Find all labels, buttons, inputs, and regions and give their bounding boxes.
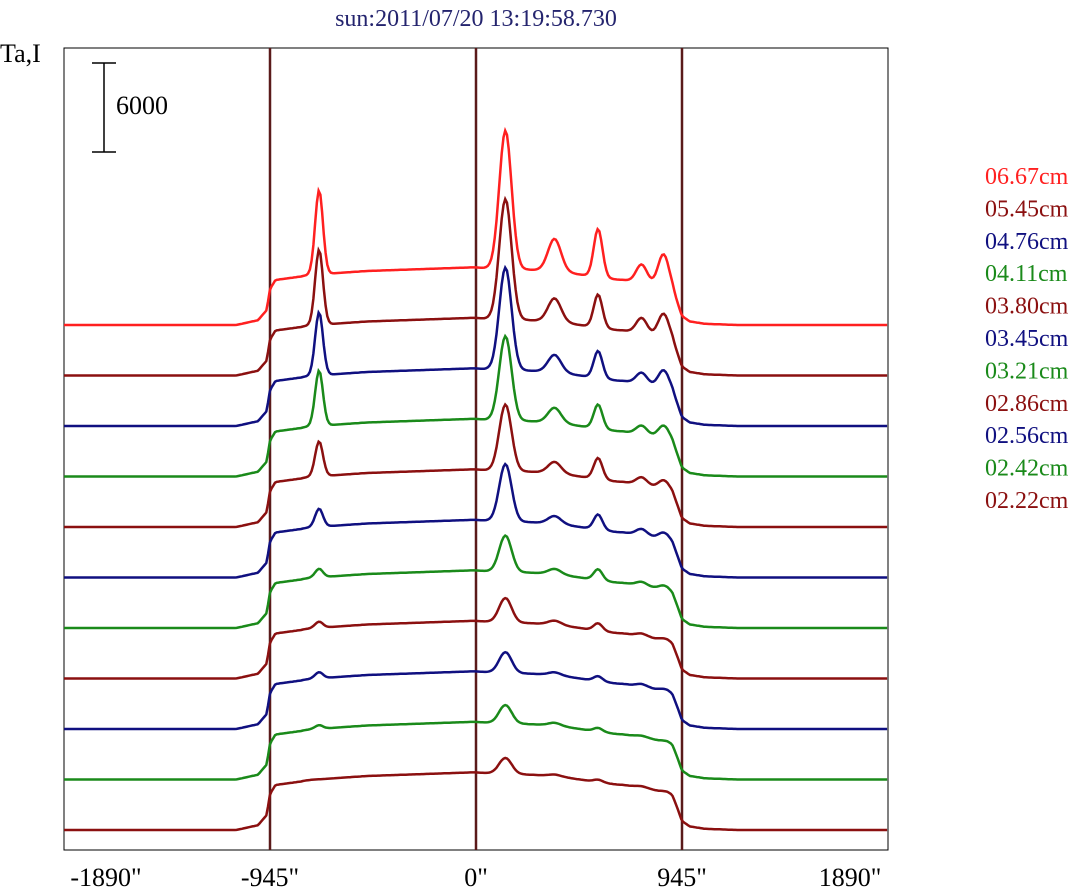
series-group <box>64 126 888 832</box>
legend-item: 04.11cm <box>985 261 1068 287</box>
reference-lines <box>268 48 684 850</box>
x-tick-label: 0" <box>464 863 488 892</box>
series-line-04.11cm <box>64 333 888 478</box>
x-tick-label: 1890" <box>819 863 882 892</box>
legend-item: 02.42cm <box>985 456 1069 482</box>
scale-bar-label: 6000 <box>116 91 168 120</box>
series-line-03.80cm <box>64 402 888 529</box>
legend-item: 02.86cm <box>985 391 1069 417</box>
legend: 06.67cm 05.45cm 04.76cm 04.11cm 03.80cm 03.45… <box>985 164 1069 514</box>
series-line-05.45cm <box>64 195 888 377</box>
legend-item: 06.67cm <box>985 164 1069 190</box>
legend-item: 05.45cm <box>985 196 1069 222</box>
legend-item: 03.45cm <box>985 326 1069 352</box>
x-tick-label: 945" <box>657 863 707 892</box>
legend-item: 03.21cm <box>985 358 1069 384</box>
legend-item: 02.22cm <box>985 488 1069 514</box>
legend-item: 04.76cm <box>985 229 1069 255</box>
series-line-02.22cm <box>64 756 888 832</box>
chart-title: sun:2011/07/20 13:19:58.730 <box>335 6 617 32</box>
scale-bar: 6000 <box>92 62 168 153</box>
series-line-03.45cm <box>64 462 888 579</box>
y-axis-label: Ta,I <box>0 39 41 68</box>
legend-item: 03.80cm <box>985 294 1069 320</box>
x-tick-label: -1890" <box>70 863 141 892</box>
series-line-06.67cm <box>64 126 888 327</box>
series-line-04.76cm <box>64 264 888 428</box>
series-line-03.21cm <box>64 534 888 630</box>
x-tick-label: -945" <box>241 863 299 892</box>
series-line-02.42cm <box>64 703 888 781</box>
legend-item: 02.56cm <box>985 423 1069 449</box>
x-tick-labels: -1890" -945" 0" 945" 1890" <box>70 863 881 892</box>
series-line-02.86cm <box>64 596 888 680</box>
series-line-02.56cm <box>64 650 888 731</box>
